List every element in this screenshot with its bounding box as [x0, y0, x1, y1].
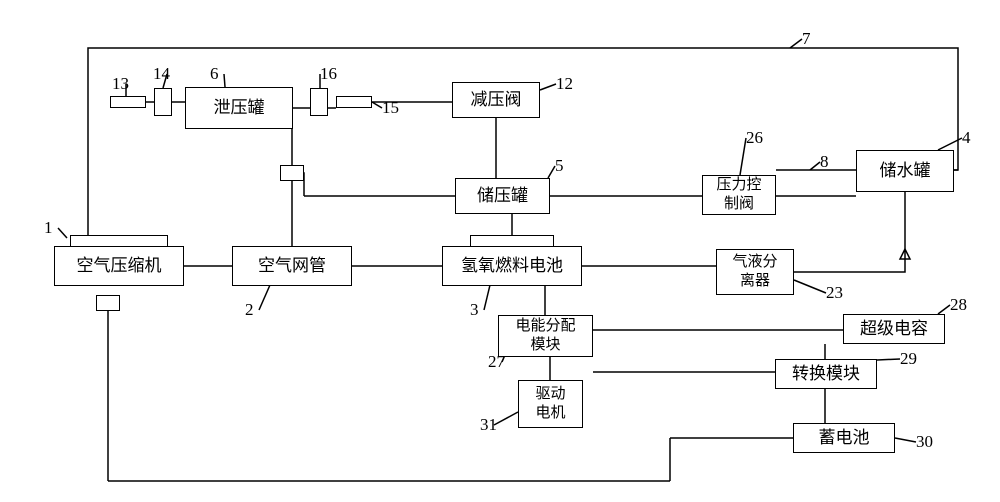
node-stubB	[96, 295, 120, 311]
callout-30: 30	[916, 432, 933, 452]
callout-14: 14	[153, 64, 170, 84]
node-n3: 氢氧燃料电池	[442, 246, 582, 286]
node-cap1	[70, 235, 168, 247]
node-n13	[110, 96, 146, 108]
callout-28: 28	[950, 295, 967, 315]
callout-7: 7	[802, 29, 811, 49]
node-n29: 转换模块	[775, 359, 877, 389]
callout-6: 6	[210, 64, 219, 84]
node-n31: 驱动 电机	[518, 380, 583, 428]
node-n27: 电能分配 模块	[498, 315, 593, 357]
node-n15	[336, 96, 372, 108]
callout-23: 23	[826, 283, 843, 303]
callout-13: 13	[112, 74, 129, 94]
callout-8: 8	[820, 152, 829, 172]
callout-16: 16	[320, 64, 337, 84]
node-stubA	[280, 165, 304, 181]
node-n28: 超级电容	[843, 314, 945, 344]
node-n12: 减压阀	[452, 82, 540, 118]
node-n2: 空气网管	[232, 246, 352, 286]
node-n26: 压力控 制阀	[702, 175, 776, 215]
node-cap3	[470, 235, 554, 247]
callout-26: 26	[746, 128, 763, 148]
node-n14	[154, 88, 172, 116]
callout-3: 3	[470, 300, 479, 320]
callout-5: 5	[555, 156, 564, 176]
callout-31: 31	[480, 415, 497, 435]
callout-1: 1	[44, 218, 53, 238]
node-n23: 气液分 离器	[716, 249, 794, 295]
callout-2: 2	[245, 300, 254, 320]
node-n1: 空气压缩机	[54, 246, 184, 286]
node-n4: 储水罐	[856, 150, 954, 192]
node-n16	[310, 88, 328, 116]
callout-12: 12	[556, 74, 573, 94]
node-n6: 泄压罐	[185, 87, 293, 129]
callout-4: 4	[962, 128, 971, 148]
callout-29: 29	[900, 349, 917, 369]
node-n30: 蓄电池	[793, 423, 895, 453]
callout-15: 15	[382, 98, 399, 118]
node-n5: 储压罐	[455, 178, 550, 214]
